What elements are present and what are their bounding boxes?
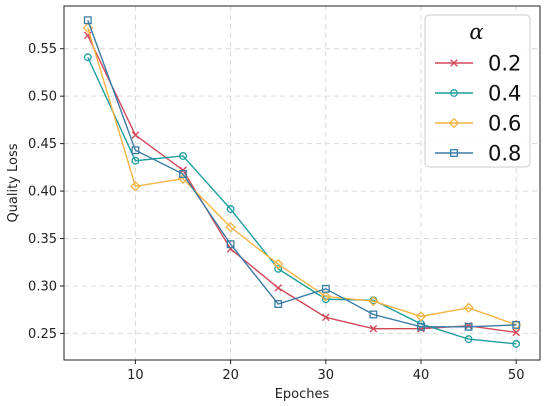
- legend-box: [424, 14, 531, 168]
- data-point: [369, 310, 378, 319]
- data-point: [272, 258, 284, 270]
- data-point: [131, 156, 140, 165]
- data-point: [130, 181, 141, 192]
- data-point: [512, 320, 521, 329]
- data-point: [368, 295, 379, 307]
- x-tick-label: 40: [413, 368, 430, 383]
- y-tick-label: 0.25: [28, 327, 57, 342]
- data-point: [322, 313, 330, 322]
- series-layer: [82, 16, 522, 348]
- data-point: [131, 146, 140, 155]
- y-tick-label: 0.45: [28, 137, 57, 152]
- x-tick-label: 30: [318, 368, 335, 383]
- legend-marker: [450, 149, 458, 157]
- y-tick-label: 0.50: [28, 90, 57, 105]
- data-point: [226, 240, 235, 249]
- x-axis-label: Epoches: [275, 387, 330, 402]
- data-point: [179, 152, 187, 160]
- legend-marker: [450, 59, 458, 67]
- data-point: [417, 322, 425, 331]
- legend-marker: [450, 89, 458, 97]
- x-tick-label: 20: [222, 368, 239, 383]
- data-point: [512, 339, 521, 348]
- y-tick-label: 0.55: [28, 42, 57, 57]
- data-point: [225, 221, 236, 233]
- plot-frame: [63, 5, 541, 361]
- data-point: [464, 335, 473, 344]
- series-line: [87, 27, 517, 326]
- legend-item-0.4: 0.4: [435, 82, 521, 106]
- axis-ticks: 10 20 30 40 50 0.25 0.30 0.35 0.40 0.45 0.50 0.55: [28, 42, 524, 383]
- data-point: [179, 170, 187, 178]
- series-line: [87, 56, 517, 345]
- data-point: [463, 302, 474, 314]
- data-point: [274, 300, 283, 308]
- x-tick-label: 10: [127, 368, 144, 383]
- data-point: [83, 53, 92, 62]
- data-point: [83, 16, 92, 25]
- legend-label: 0.8: [488, 142, 521, 166]
- data-point: [320, 291, 332, 302]
- x-tick-label: 50: [508, 368, 525, 383]
- legend-label: 0.4: [488, 82, 521, 106]
- data-point: [369, 324, 378, 333]
- legend-title: α: [469, 20, 483, 44]
- legend-item-0.8: 0.8: [435, 142, 521, 166]
- series-line: [87, 19, 517, 328]
- data-point: [131, 131, 140, 139]
- series-0.8: [83, 16, 521, 331]
- legend-label: 0.6: [488, 112, 521, 136]
- y-tick-label: 0.40: [28, 185, 57, 200]
- legend-item-0.6: 0.6: [435, 112, 521, 136]
- data-point: [415, 311, 427, 322]
- data-point: [226, 205, 235, 214]
- data-point: [274, 284, 282, 292]
- legend-item-0.2: 0.2: [435, 52, 521, 76]
- legend-label: 0.2: [488, 52, 521, 76]
- y-axis-label: Quality Loss: [6, 143, 21, 222]
- data-point: [464, 322, 473, 331]
- data-point: [512, 328, 520, 337]
- data-point: [274, 264, 283, 273]
- legend-marker: [448, 117, 460, 129]
- y-tick-label: 0.30: [28, 279, 57, 294]
- y-tick-label: 0.35: [28, 232, 57, 247]
- legend: α0.2 0.4 0.6 0.8: [424, 14, 531, 168]
- data-point: [321, 284, 330, 293]
